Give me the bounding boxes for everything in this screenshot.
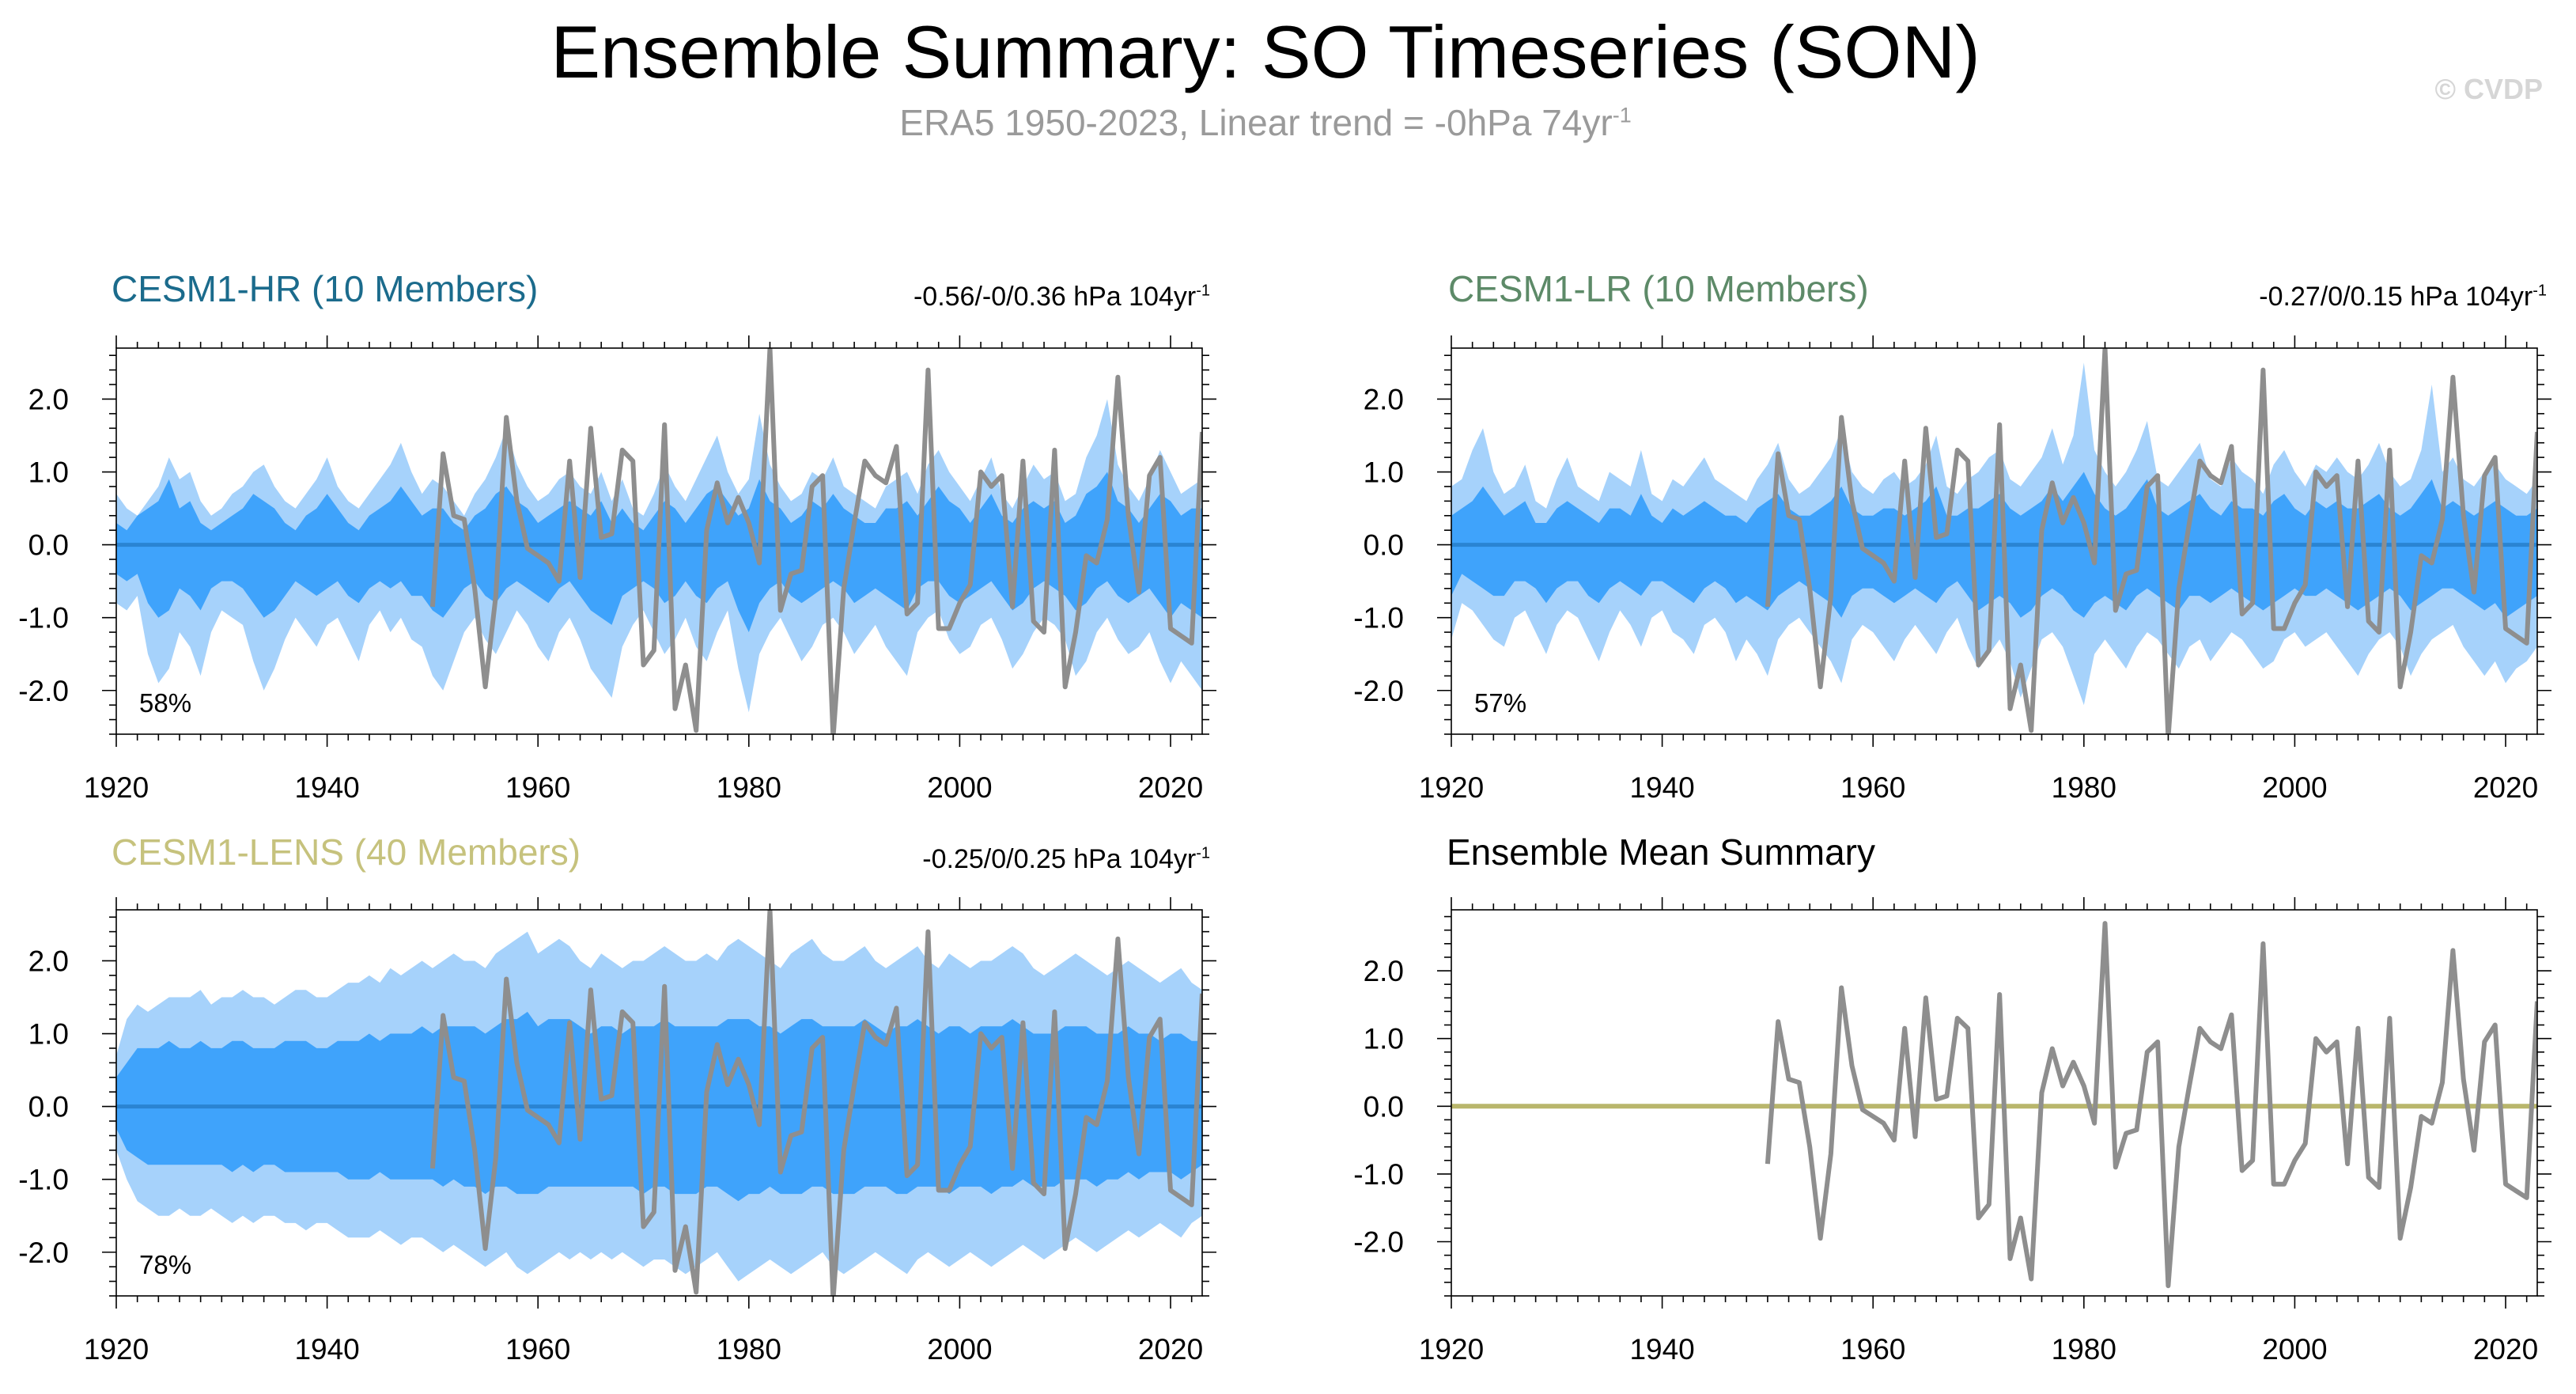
x-tick-label: 2020 [2473, 771, 2538, 804]
copyright-label: © CVDP [2434, 73, 2543, 105]
panel-trend-cesm1-lens: -0.25/0/0.25 hPa 104yr-1 [712, 844, 1210, 875]
subtitle-text: ERA5 1950-2023, Linear trend = -0hPa 74y… [899, 102, 1613, 143]
y-tick-label: 0.0 [28, 529, 69, 562]
x-tick-label: 1940 [1629, 1333, 1694, 1366]
x-tick-label: 1960 [1840, 771, 1905, 804]
plot-frame [1451, 909, 2538, 1297]
y-tick-label: 1.0 [28, 1018, 69, 1051]
plot-frame [115, 909, 1203, 1297]
panel-title-cesm1-lr: CESM1-LR (10 Members) [1448, 268, 1869, 309]
trend-text: -0.56/-0/0.36 hPa 104yr [913, 282, 1197, 312]
plot-area [1451, 921, 2537, 1289]
percent-label: 57% [1474, 688, 1526, 718]
x-tick-label: 1980 [717, 771, 781, 804]
observation-line [429, 910, 1202, 1296]
panel-trend-cesm1-lr: -0.27/0/0.15 hPa 104yr-1 [2048, 282, 2547, 313]
plot-area [1451, 348, 2537, 734]
x-tick-label: 1920 [84, 1333, 149, 1366]
x-tick-label: 1980 [717, 1333, 781, 1366]
x-tick-label: 1980 [2052, 771, 2116, 804]
x-tick-label: 1920 [84, 771, 149, 804]
x-tick-label: 1940 [294, 1333, 359, 1366]
y-tick-label: -2.0 [1353, 675, 1404, 707]
x-tick-label: 1960 [505, 1333, 570, 1366]
y-tick-label: 2.0 [28, 383, 69, 415]
y-tick-label: 2.0 [1364, 383, 1404, 415]
trend-text: -0.27/0/0.15 hPa 104yr [2259, 282, 2533, 312]
x-tick-label: 1940 [1629, 771, 1694, 804]
y-tick-label: -1.0 [1353, 1158, 1404, 1191]
figure-title: Ensemble Summary: SO Timeseries (SON) [550, 10, 1980, 93]
y-tick-label: 1.0 [1364, 456, 1404, 489]
y-tick-label: -1.0 [18, 602, 69, 634]
y-tick-label: -1.0 [18, 1164, 69, 1196]
panel-trend-cesm1-hr: -0.56/-0/0.36 hPa 104yr-1 [712, 282, 1210, 313]
plot-frame [1451, 347, 2538, 735]
x-tick-label: 1980 [2052, 1333, 2116, 1366]
subtitle-exponent: -1 [1612, 103, 1632, 127]
y-tick-label: -1.0 [1353, 602, 1404, 634]
panel-title-ensemble-mean-summary: Ensemble Mean Summary [1447, 831, 1875, 873]
x-tick-label: 2020 [1138, 771, 1203, 804]
y-tick-label: 2.0 [1364, 955, 1404, 987]
y-tick-label: 1.0 [28, 456, 69, 489]
y-tick-label: -2.0 [18, 1237, 69, 1269]
observation-line [1765, 921, 2537, 1289]
x-tick-label: 2000 [2262, 1333, 2327, 1366]
x-tick-label: 2000 [927, 1333, 992, 1366]
y-tick-label: -2.0 [1353, 1226, 1404, 1259]
trend-exponent: -1 [1196, 282, 1210, 300]
percent-label: 78% [139, 1250, 191, 1279]
panel-title-cesm1-lens: CESM1-LENS (40 Members) [112, 831, 581, 873]
panel-title-cesm1-hr: CESM1-HR (10 Members) [112, 268, 539, 309]
trend-exponent: -1 [2532, 282, 2547, 300]
x-tick-label: 1960 [505, 771, 570, 804]
panel-ensemble-mean-summary: 2.0 1.0 0.0 -1.0 -2.0 1920 1940 1960 1980 2000 202… [1353, 897, 2551, 1366]
x-tick-label: 1960 [1840, 1333, 1905, 1366]
x-tick-label: 1920 [1419, 771, 1484, 804]
x-tick-label: 2020 [2473, 1333, 2538, 1366]
y-tick-label: 0.0 [1364, 529, 1404, 562]
y-tick-label: 2.0 [28, 945, 69, 977]
panel-cesm1-lens: 2.0 1.0 0.0 -1.0 -2.0 1920 1940 1960 1980 2000 202… [18, 897, 1216, 1366]
x-tick-label: 1940 [294, 771, 359, 804]
y-tick-label: 0.0 [28, 1091, 69, 1123]
trend-exponent: -1 [1196, 844, 1210, 862]
plot-area [116, 348, 1202, 734]
panel-cesm1-hr: 2.0 1.0 0.0 -1.0 -2.0 1920 1940 1960 1980 2000 202… [18, 335, 1216, 804]
y-tick-label: 0.0 [1364, 1090, 1404, 1123]
y-tick-label: -2.0 [18, 675, 69, 707]
panel-cesm1-lr: 2.0 1.0 0.0 -1.0 -2.0 1920 1940 1960 1980 2000 202… [1353, 335, 2551, 804]
y-tick-label: 1.0 [1364, 1023, 1404, 1055]
x-tick-label: 2020 [1138, 1333, 1203, 1366]
x-tick-label: 1920 [1419, 1333, 1484, 1366]
percent-label: 58% [139, 688, 191, 718]
plot-frame [115, 347, 1203, 735]
x-tick-label: 2000 [927, 771, 992, 804]
plot-area [116, 910, 1202, 1296]
figure-subtitle: ERA5 1950-2023, Linear trend = -0hPa 74y… [0, 101, 2531, 144]
observation-line [1765, 348, 2537, 734]
x-tick-label: 2000 [2262, 771, 2327, 804]
trend-text: -0.25/0/0.25 hPa 104yr [922, 844, 1197, 874]
observation-line [429, 348, 1202, 734]
